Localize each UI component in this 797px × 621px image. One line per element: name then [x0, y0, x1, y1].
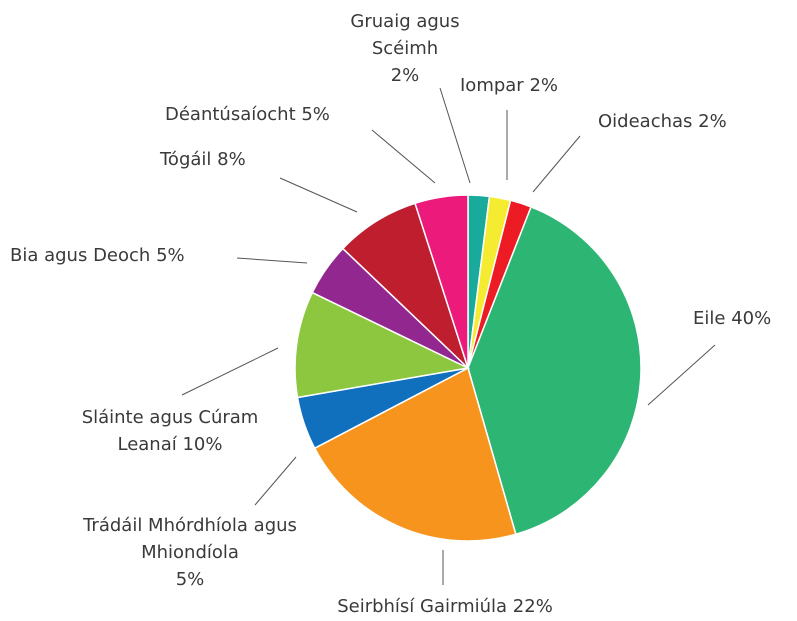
- slice-label: Oideachas 2%: [598, 108, 768, 135]
- category-name: Tógáil: [160, 149, 212, 170]
- slice-label: Gruaig agus Scéimh 2%: [330, 8, 480, 89]
- slice-label: Trádáil Mhórdhíola agus Mhiondíola 5%: [80, 512, 300, 593]
- pie-slice: [467, 205, 642, 536]
- pie-slice: [313, 366, 517, 542]
- pie-slice: [294, 291, 471, 399]
- leader-line: [532, 135, 581, 193]
- category-name: Trádáil Mhórdhíola agus Mhiondíola: [83, 515, 297, 563]
- pie-slice: [414, 194, 469, 369]
- slice-label: Tógáil 8%: [160, 146, 280, 173]
- leader-line: [236, 257, 308, 264]
- category-name: Gruaig agus Scéimh: [350, 11, 460, 59]
- value-label: 2%: [698, 111, 727, 132]
- value-label: 22%: [512, 596, 553, 617]
- leader-line: [181, 347, 279, 396]
- value-label: 8%: [217, 149, 246, 170]
- leader-line: [371, 129, 436, 184]
- category-name: Oideachas: [598, 111, 693, 132]
- slice-label: Eile 40%: [693, 305, 793, 332]
- slice-label: Iompar 2%: [460, 72, 590, 99]
- value-label: 5%: [175, 569, 205, 590]
- category-name: Déantúsaíocht: [165, 104, 296, 125]
- value-label: 10%: [182, 434, 223, 455]
- value-label: 5%: [301, 104, 330, 125]
- value-label: 2%: [390, 65, 420, 86]
- slice-label: Bia agus Deoch 5%: [10, 242, 240, 269]
- leader-line: [254, 456, 297, 506]
- value-label: 40%: [731, 308, 772, 329]
- leader-line: [279, 177, 358, 213]
- value-label: 2%: [529, 75, 559, 96]
- value-label: 5%: [156, 245, 185, 266]
- slice-label: Déantúsaíocht 5%: [165, 101, 375, 128]
- category-name: Eile: [693, 308, 726, 329]
- slice-label: Seirbhísí Gairmiúla 22%: [300, 593, 590, 620]
- category-name: Sláinte agus Cúram Leanaí: [81, 407, 259, 455]
- category-name: Seirbhísí Gairmiúla: [337, 596, 508, 617]
- leader-line: [647, 344, 716, 406]
- leader-line: [439, 87, 471, 184]
- category-name: Iompar: [460, 75, 524, 96]
- category-name: Bia agus Deoch: [10, 245, 151, 266]
- slice-label: Sláinte agus Cúram Leanaí 10%: [60, 404, 280, 458]
